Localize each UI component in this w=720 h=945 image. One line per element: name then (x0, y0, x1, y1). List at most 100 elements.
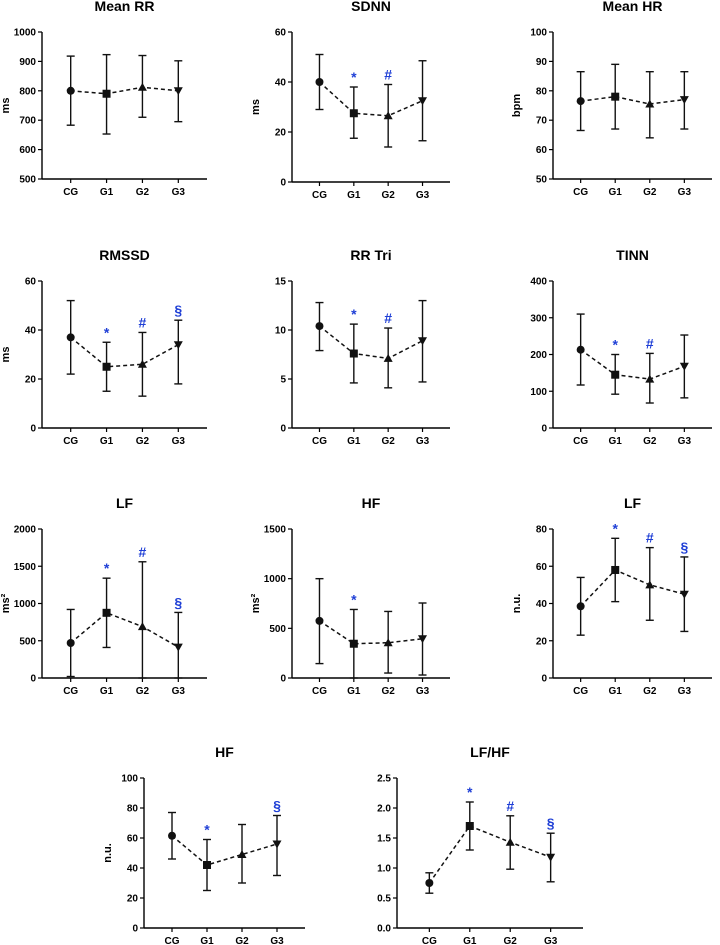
x-tick-label: G2 (382, 190, 396, 201)
marker-triangle (137, 359, 147, 368)
x-tick-label: G1 (463, 936, 477, 945)
x-tick-label: G2 (382, 686, 396, 697)
x-tick-label: CG (63, 436, 78, 447)
series-line (319, 620, 423, 645)
x-tick-label: CG (573, 187, 588, 198)
y-tick-label: 2.0 (377, 804, 391, 815)
marker-triangle-down (173, 341, 183, 350)
y-axis-label: ms² (250, 593, 262, 613)
significance-mark: # (384, 310, 392, 326)
significance-mark: * (467, 784, 473, 800)
significance-mark: § (680, 539, 688, 555)
panel-title: SDNN (351, 0, 391, 14)
marker-circle (576, 97, 585, 106)
y-tick-label: 60 (536, 145, 548, 156)
marker-square (465, 822, 474, 830)
significance-mark: § (273, 798, 281, 814)
y-axis-label: bpm (511, 94, 523, 117)
y-tick-label: 0.0 (377, 924, 391, 935)
significance-mark: # (506, 798, 514, 814)
marker-triangle (383, 353, 393, 362)
y-tick-label: 20 (25, 375, 37, 386)
x-tick-label: G3 (270, 936, 284, 945)
y-tick-label: 200 (530, 350, 547, 361)
series-line (70, 336, 179, 368)
y-tick-label: 70 (536, 116, 548, 127)
marker-triangle (383, 111, 393, 120)
marker-square (102, 608, 111, 617)
x-tick-label: G3 (172, 436, 186, 447)
series-line (580, 349, 685, 380)
panel-title: RMSSD (99, 247, 150, 263)
y-tick-label: 100 (530, 28, 547, 39)
y-tick-label: 900 (19, 57, 36, 68)
x-tick-label: G2 (136, 686, 150, 697)
x-tick-label: G3 (544, 936, 558, 945)
x-tick-label: G1 (100, 187, 114, 198)
x-tick-label: G1 (100, 436, 114, 447)
marker-triangle-down (546, 853, 556, 862)
significance-mark: # (384, 67, 392, 83)
y-tick-label: 60 (275, 28, 287, 39)
y-tick-label: 1500 (14, 562, 37, 573)
marker-triangle-down (418, 97, 428, 106)
x-tick-label: CG (63, 187, 78, 198)
marker-triangle-down (173, 643, 183, 652)
y-tick-label: 500 (19, 175, 36, 186)
y-tick-label: 2000 (14, 525, 37, 536)
significance-mark: § (174, 594, 182, 610)
series-line (428, 825, 551, 884)
y-tick-label: 80 (127, 804, 139, 815)
y-axis-label: n.u. (511, 594, 523, 614)
y-axis-label: n.u. (102, 843, 114, 863)
y-tick-label: 60 (25, 277, 37, 288)
marker-triangle (505, 837, 515, 846)
marker-triangle-down (679, 96, 689, 105)
series-line (70, 611, 179, 648)
y-tick-label: 1000 (14, 28, 37, 39)
y-tick-label: 1.5 (377, 834, 391, 845)
y-axis-label: ms (0, 347, 12, 363)
marker-circle (315, 616, 324, 625)
y-tick-label: 80 (536, 525, 548, 536)
chart-panel-3: Mean HR 50 60 70 80 90 100 bpm CG G1 G2 G3 (511, 0, 712, 198)
chart-panel-8: HF 0 500 1000 1500 ms² CG G1 G2 G3 * (250, 495, 450, 697)
x-tick-label: CG (573, 436, 588, 447)
significance-mark: * (104, 560, 110, 576)
marker-triangle-down (272, 840, 282, 849)
x-tick-label: G1 (347, 686, 361, 697)
panel-title: Mean HR (603, 0, 663, 14)
panel-title: LF/HF (470, 744, 510, 760)
chart-panel-2: SDNN 0 20 40 60 ms CG G1 G2 G3 * # (250, 0, 450, 201)
significance-mark: * (351, 306, 357, 322)
marker-triangle (645, 580, 655, 589)
x-tick-label: G2 (235, 936, 249, 945)
marker-circle (315, 322, 324, 331)
series-line (318, 81, 423, 117)
significance-mark: § (547, 815, 555, 831)
y-tick-label: 20 (127, 894, 139, 905)
significance-mark: # (139, 544, 147, 560)
y-tick-label: 100 (121, 774, 138, 785)
y-tick-label: 2.5 (377, 774, 391, 785)
y-tick-label: 600 (19, 145, 36, 156)
x-tick-label: G2 (136, 187, 150, 198)
panel-title: LF (624, 495, 642, 511)
marker-circle (66, 638, 75, 647)
chart-panel-10: HF 0 20 40 60 80 100 n.u. CG G1 G2 G3 * § (102, 744, 305, 945)
y-tick-label: 0 (280, 674, 286, 685)
y-tick-label: 90 (536, 57, 548, 68)
significance-mark: * (104, 324, 110, 340)
y-tick-label: 40 (536, 599, 548, 610)
marker-triangle-down (679, 590, 689, 599)
marker-circle (168, 831, 176, 840)
panel-title: RR Tri (350, 247, 391, 263)
marker-triangle-down (173, 87, 183, 96)
x-tick-label: G1 (100, 686, 114, 697)
significance-mark: # (646, 530, 654, 546)
x-tick-label: G2 (643, 686, 657, 697)
y-tick-label: 700 (19, 116, 36, 127)
chart-panel-5: RR Tri 0 5 10 15 CG G1 G2 G3 * # (275, 247, 450, 447)
marker-triangle (645, 374, 655, 383)
significance-mark: § (174, 302, 182, 318)
